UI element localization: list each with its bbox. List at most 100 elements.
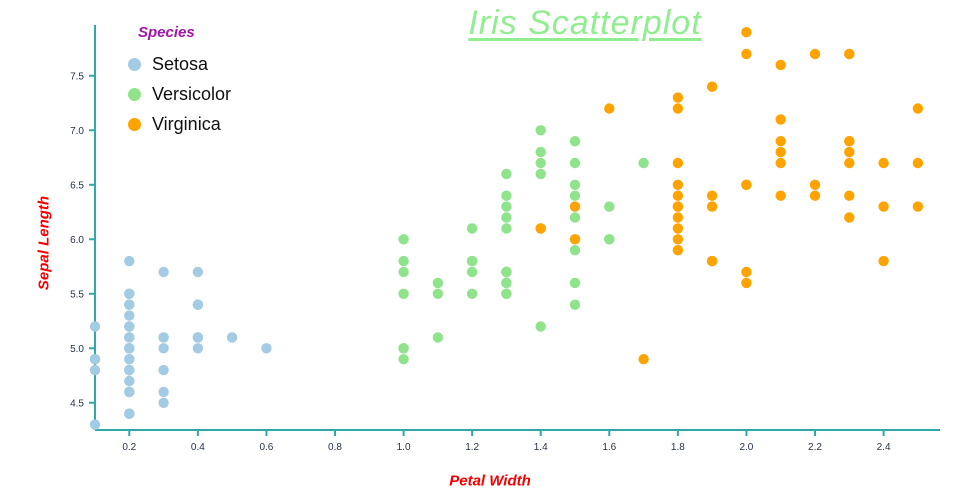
- data-point: [398, 234, 409, 245]
- data-point: [398, 288, 409, 299]
- data-point: [466, 288, 478, 299]
- data-point: [158, 266, 169, 278]
- data-point: [775, 136, 786, 147]
- chart-title: Iris Scatterplot: [468, 4, 702, 42]
- data-point: [501, 288, 512, 299]
- data-point: [466, 255, 478, 267]
- data-point: [672, 103, 684, 114]
- data-point: [89, 364, 101, 376]
- data-point: [775, 190, 786, 201]
- data-point: [261, 343, 272, 354]
- x-tick-label: 1.4: [534, 442, 548, 453]
- data-point: [706, 190, 718, 201]
- data-point: [775, 59, 786, 71]
- data-point: [569, 136, 581, 147]
- x-tick-label: 1.2: [465, 442, 479, 453]
- data-point: [844, 212, 855, 223]
- data-point: [501, 212, 512, 223]
- data-point: [844, 146, 855, 158]
- data-point: [432, 277, 444, 289]
- data-point: [569, 245, 581, 256]
- data-point: [878, 201, 889, 212]
- data-point: [158, 397, 169, 408]
- data-point: [569, 299, 581, 310]
- data-point: [775, 114, 786, 125]
- data-point: [672, 179, 684, 190]
- data-point: [501, 201, 512, 212]
- series-setosa: [89, 255, 272, 430]
- data-point: [89, 354, 101, 365]
- data-point: [809, 179, 821, 190]
- data-point: [158, 386, 169, 398]
- x-tick-label: 0.6: [259, 442, 273, 453]
- data-point: [672, 245, 684, 256]
- data-point: [398, 266, 409, 278]
- data-point: [124, 364, 135, 376]
- y-tick-label: 6.0: [70, 235, 84, 246]
- data-point: [844, 190, 855, 201]
- data-point: [775, 157, 786, 169]
- data-point: [672, 212, 684, 223]
- data-point: [741, 179, 752, 190]
- data-point: [501, 190, 512, 201]
- data-point: [672, 201, 684, 212]
- y-tick-label: 5.0: [70, 344, 84, 355]
- setosa-swatch-icon: [128, 57, 141, 71]
- data-point: [466, 223, 478, 234]
- data-point: [124, 354, 135, 365]
- data-point: [672, 234, 684, 245]
- data-point: [226, 332, 238, 343]
- data-point: [192, 332, 204, 343]
- data-point: [535, 223, 546, 234]
- data-point: [741, 48, 752, 60]
- data-point: [501, 266, 512, 278]
- data-point: [672, 92, 684, 103]
- series-virginica: [535, 27, 924, 365]
- data-point: [741, 266, 752, 278]
- data-point: [124, 386, 135, 398]
- data-point: [569, 190, 581, 201]
- data-point: [192, 266, 204, 278]
- data-point: [398, 354, 409, 365]
- data-point: [124, 321, 135, 332]
- data-point: [158, 343, 169, 354]
- data-point: [569, 179, 581, 190]
- data-point: [124, 255, 135, 267]
- legend-item-setosa: Setosa: [128, 49, 231, 79]
- y-tick-label: 7.5: [70, 71, 84, 82]
- data-point: [192, 343, 204, 354]
- data-point: [569, 277, 581, 289]
- data-point: [124, 310, 135, 321]
- data-point: [569, 234, 581, 245]
- data-point: [124, 299, 135, 310]
- data-point: [89, 321, 101, 332]
- data-point: [124, 332, 135, 343]
- data-point: [501, 168, 512, 180]
- data-point: [466, 266, 478, 278]
- legend-label: Virginica: [152, 113, 221, 134]
- y-tick-label: 5.5: [70, 289, 84, 300]
- y-tick-label: 7.0: [70, 126, 84, 137]
- data-point: [809, 48, 821, 60]
- data-point: [535, 125, 546, 136]
- data-point: [912, 201, 924, 212]
- data-point: [844, 157, 855, 169]
- data-point: [124, 343, 135, 354]
- series-versicolor: [398, 125, 684, 365]
- data-point: [158, 364, 169, 376]
- data-point: [844, 136, 855, 147]
- data-point: [158, 332, 169, 343]
- data-point: [501, 277, 512, 289]
- data-point: [809, 190, 821, 201]
- data-point: [912, 103, 924, 114]
- x-tick-label: 0.2: [122, 442, 136, 453]
- data-point: [535, 157, 546, 169]
- data-point: [398, 343, 409, 354]
- data-point: [569, 212, 581, 223]
- data-point: [535, 168, 546, 180]
- data-point: [124, 408, 135, 419]
- data-point: [775, 146, 786, 158]
- data-point: [878, 157, 889, 169]
